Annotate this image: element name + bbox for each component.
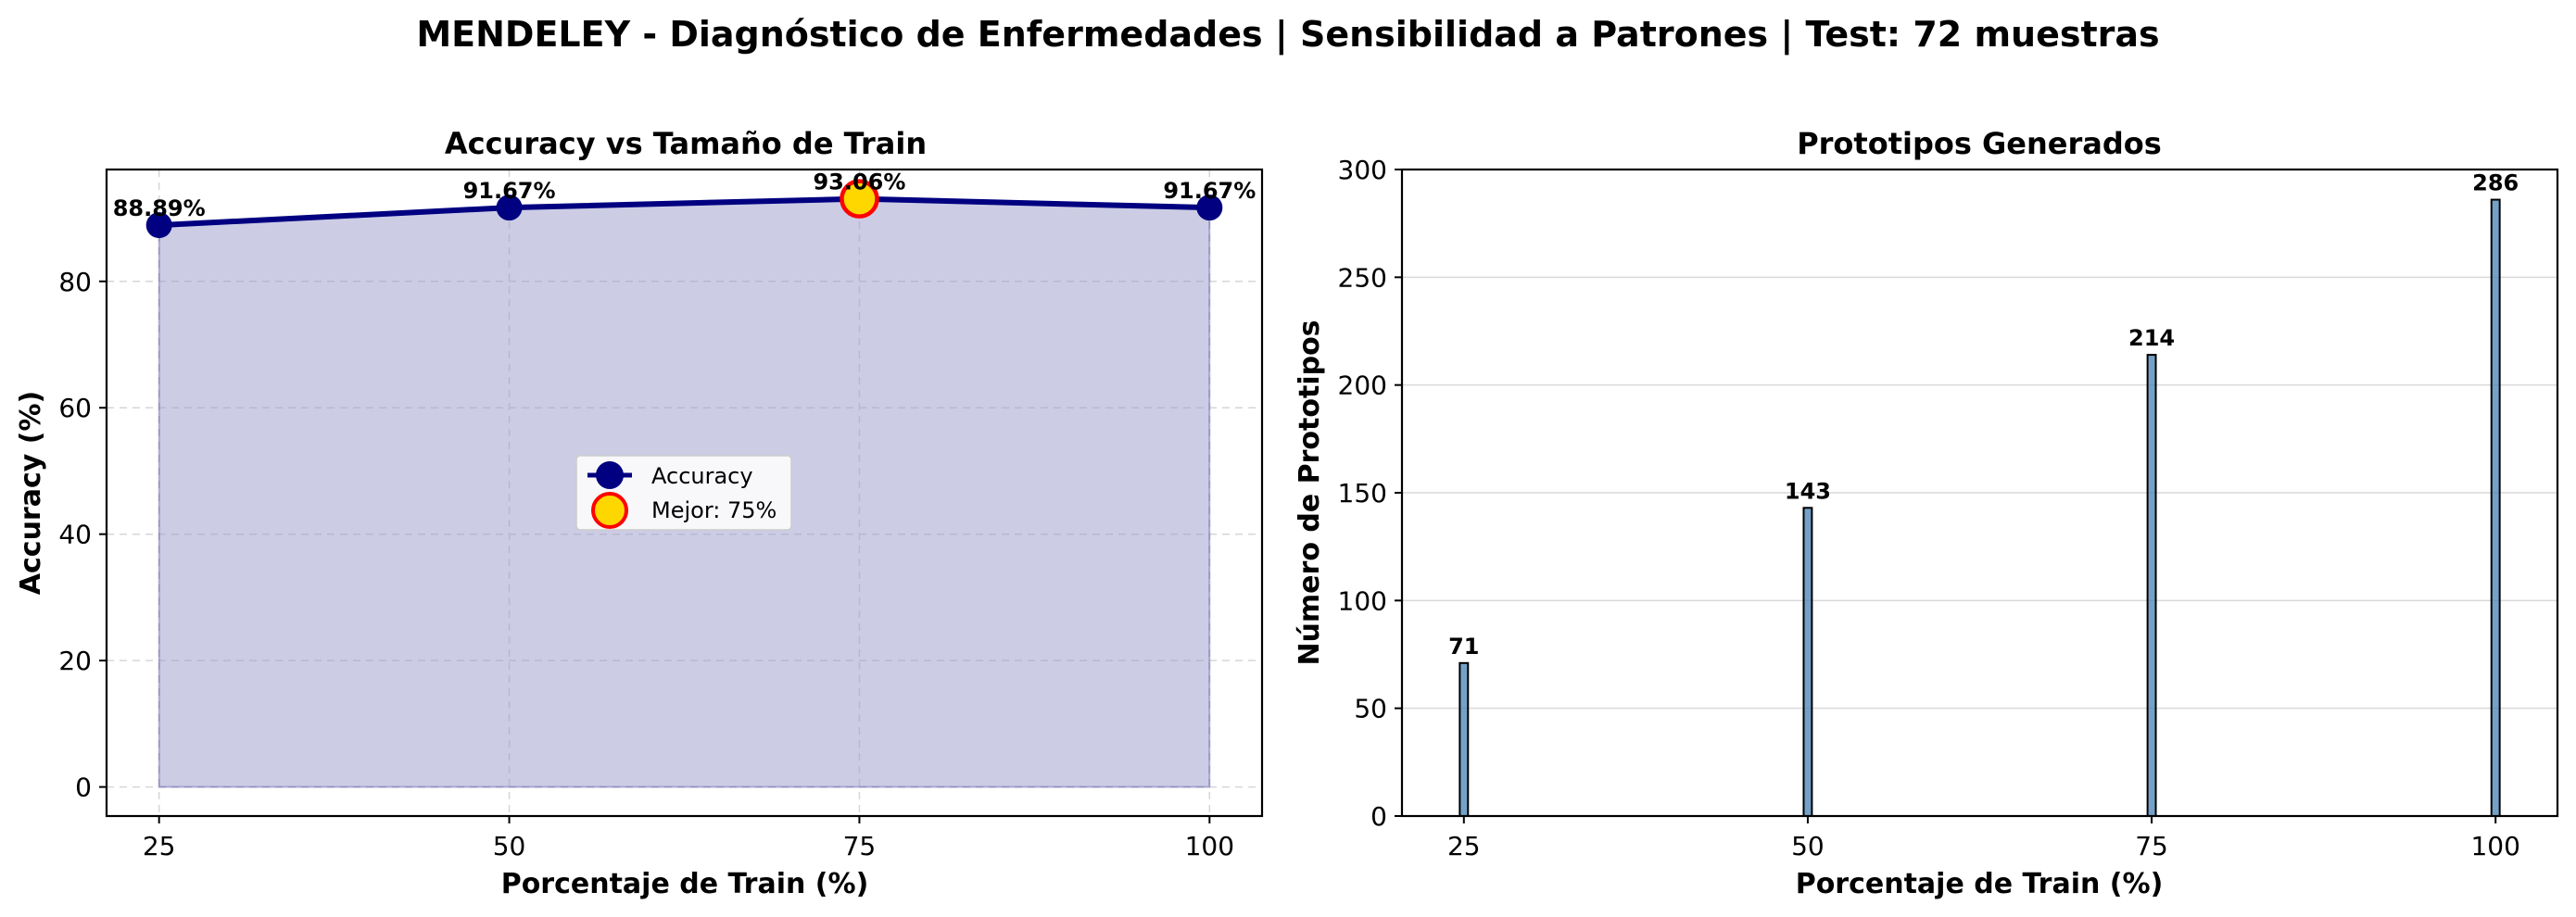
prototype-data-label: 286 [2472, 170, 2519, 196]
y-tick-label: 60 [58, 393, 92, 423]
prototype-bar [1802, 507, 1813, 818]
x-tick-label: 100 [1185, 831, 1234, 861]
prototypes-plot-area: 71 143 214 286 [1448, 170, 2519, 818]
legend-best-marker [591, 492, 628, 529]
prototypes-x-axis-label: Porcentaje de Train (%) [1796, 868, 2164, 900]
prototypes-y-axis-label: Número de Prototipos [1294, 320, 1326, 665]
x-tick-label: 75 [2135, 831, 2168, 861]
accuracy-point [496, 195, 523, 221]
prototypes-grid [1402, 169, 2557, 817]
accuracy-ticks: 0 20 40 60 80 25 50 75 100 [58, 267, 1234, 861]
accuracy-x-axis-label: Porcentaje de Train (%) [501, 868, 869, 900]
legend-best-label: Mejor: 75% [651, 497, 777, 523]
x-tick-label: 25 [1447, 831, 1481, 861]
accuracy-data-label: 88.89% [113, 195, 206, 221]
prototype-data-label: 214 [2128, 325, 2175, 351]
accuracy-data-label: 93.06% [813, 170, 905, 195]
y-tick-label: 40 [58, 520, 92, 550]
prototypes-chart: Prototipos Generados 71 143 214 286 0 50 100 1… [1294, 126, 2559, 900]
accuracy-data-label: 91.67% [463, 178, 556, 204]
x-tick-label: 50 [493, 831, 526, 861]
prototype-bar [1458, 661, 1470, 817]
accuracy-point [145, 212, 172, 239]
best-point-marker [840, 179, 879, 219]
x-tick-label: 25 [143, 831, 176, 861]
y-tick-label: 0 [75, 773, 92, 803]
prototypes-chart-title: Prototipos Generados [1797, 126, 2162, 161]
accuracy-chart-title: Accuracy vs Tamaño de Train [445, 126, 927, 161]
y-tick-label: 250 [1338, 262, 1387, 293]
accuracy-point [1196, 195, 1223, 221]
x-tick-label: 50 [1791, 831, 1825, 861]
y-tick-label: 0 [1370, 801, 1387, 832]
accuracy-y-axis-label: Accuracy (%) [15, 391, 47, 595]
accuracy-chart: Accuracy vs Tamaño de Train 88.89% 91.67%… [15, 126, 1264, 900]
y-tick-label: 80 [58, 267, 92, 297]
x-tick-label: 75 [843, 831, 877, 861]
y-tick-label: 50 [1354, 694, 1387, 724]
accuracy-line [158, 195, 1210, 229]
figure-title: MENDELEY - Diagnóstico de Enfermedades |… [416, 14, 2159, 56]
prototype-data-label: 143 [1785, 478, 1831, 504]
x-tick-label: 100 [2470, 831, 2519, 861]
prototype-bar [2490, 198, 2501, 818]
y-tick-label: 200 [1338, 371, 1387, 401]
y-tick-label: 100 [1338, 585, 1387, 616]
prototypes-ticks: 0 50 100 150 200 250 300 25 50 75 100 [1338, 155, 2520, 861]
y-tick-label: 300 [1338, 155, 1387, 185]
legend-accuracy-label: Accuracy [651, 463, 753, 489]
prototype-bar [2146, 354, 2157, 817]
y-tick-label: 20 [58, 646, 92, 676]
accuracy-data-label: 91.67% [1163, 178, 1256, 204]
y-tick-label: 150 [1338, 478, 1387, 509]
accuracy-axes-frame [105, 168, 1264, 818]
accuracy-legend: Accuracy Mejor: 75% [575, 455, 792, 531]
legend-accuracy-marker [596, 461, 624, 489]
prototype-data-label: 71 [1448, 634, 1479, 659]
